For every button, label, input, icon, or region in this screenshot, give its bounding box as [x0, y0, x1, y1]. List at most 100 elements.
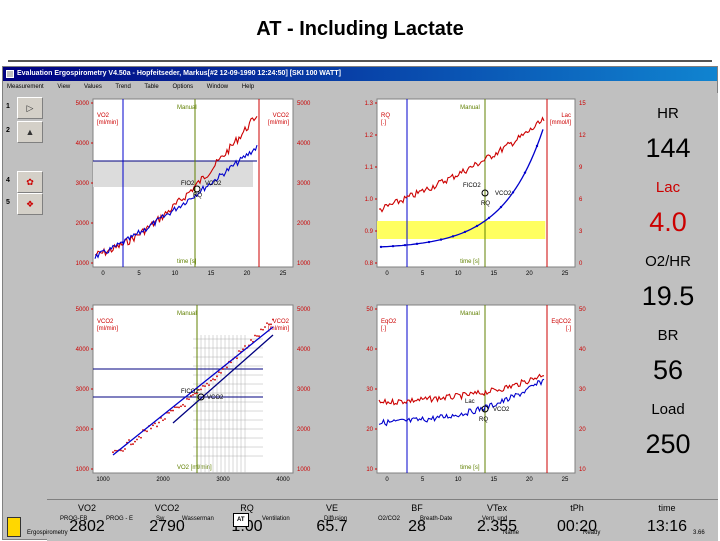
data-point: [172, 409, 174, 412]
app-icon[interactable]: [6, 70, 14, 78]
x-tick-label: 15: [208, 271, 215, 277]
data-point: [216, 375, 218, 378]
slope-line-lower: [112, 326, 274, 456]
bf-label: BF: [411, 503, 423, 513]
x-axis-label: time [s]: [177, 259, 197, 265]
eqco2-series: [378, 373, 545, 406]
right-axis-label: VCO2: [273, 319, 290, 325]
data-point: [180, 405, 182, 408]
tool-number: 1: [6, 103, 10, 110]
slide-title: AT - Including Lactate: [256, 18, 464, 40]
left-tick-label: 1.0: [365, 197, 374, 203]
mode-label: Manual: [177, 311, 197, 317]
tab-diffusion[interactable]: Diffusion: [324, 516, 348, 522]
tool-number: 2: [6, 127, 10, 134]
right-tick-label: 3: [579, 229, 583, 235]
mountain-button[interactable]: ▲: [17, 121, 43, 143]
tab-ventilation[interactable]: Ventilation: [262, 516, 290, 522]
left-tick-label: 40: [366, 347, 373, 353]
rq-series: [378, 116, 545, 213]
data-point: [170, 409, 172, 412]
plot-area-br: [376, 304, 576, 474]
data-point: [218, 371, 220, 374]
menu-view[interactable]: View: [57, 84, 71, 90]
lactate-series: [380, 129, 544, 248]
data-point: [190, 395, 192, 397]
tab-prog-fb[interactable]: PROG-FB: [60, 516, 88, 522]
tph-value: 00:20: [556, 518, 598, 535]
left-tick-label: 2000: [76, 427, 90, 433]
left-axis-label: VO2: [97, 113, 110, 119]
tab-prog-e[interactable]: PROG - E: [106, 516, 134, 522]
play-button[interactable]: ▷: [17, 97, 43, 119]
x-tick-label: 15: [490, 477, 497, 483]
folder-icon[interactable]: [7, 517, 21, 537]
left-tick-label: 50: [366, 307, 373, 313]
right-tick-label: 3000: [297, 387, 311, 393]
lactate-point: [523, 171, 527, 174]
vco2-series: [94, 115, 258, 257]
annotation-label: Lac: [465, 399, 475, 405]
data-point: [258, 335, 260, 338]
tab-sw[interactable]: Sw: [156, 516, 165, 522]
data-point: [202, 385, 204, 387]
left-tick-label: 1.2: [365, 133, 374, 139]
right-axis-label: [ml/min]: [268, 120, 289, 126]
o2hr-value: 19.5: [641, 281, 695, 311]
right-tick-label: 20: [579, 427, 586, 433]
left-axis-label: VCO2: [97, 319, 114, 325]
left-tick-label: 5000: [76, 307, 90, 313]
menu-measurement[interactable]: Measurement: [7, 84, 44, 90]
menu-options[interactable]: Options: [172, 84, 194, 90]
annotation-label: FIO2: [181, 181, 195, 187]
br-label: BR: [657, 327, 679, 344]
right-tick-label: 9: [579, 165, 583, 171]
menu-window[interactable]: Window: [206, 84, 229, 90]
flower-button[interactable]: ✿: [17, 171, 43, 193]
status-app: Ergospirometry: [27, 530, 68, 536]
data-point: [268, 323, 270, 326]
data-point: [266, 322, 268, 325]
tab-o2-co2[interactable]: O2/CO2: [378, 516, 401, 522]
lac-label: Lac: [655, 179, 681, 196]
br-value: 56: [652, 355, 684, 385]
left-tick-label: 1.1: [365, 165, 374, 171]
live-values-panel: HR 144 Lac 4.0 O2/HR 19.5 BR 56 Load 250: [618, 93, 718, 499]
x-tick-label: 0: [101, 271, 105, 277]
data-point: [128, 439, 130, 441]
left-axis-label: [ml/min]: [97, 120, 118, 126]
right-tick-label: 50: [579, 307, 586, 313]
lactate-point: [439, 238, 443, 241]
data-point: [112, 451, 114, 454]
annotation-label: VCO2: [205, 181, 222, 187]
mode-label: Manual: [460, 105, 480, 111]
data-point: [156, 425, 158, 428]
x-tick-label: 2000: [156, 477, 170, 483]
chart-canvas[interactable]: 5000400030002000100050004000300020001000…: [47, 95, 617, 499]
chart-area: 5000 4000 3000 2000 1000 5000 4000 3000 2000 1000…: [47, 95, 617, 499]
menu-table[interactable]: Table: [144, 84, 159, 90]
menu-help[interactable]: Help: [241, 84, 255, 90]
x-tick-label: 3000: [216, 477, 230, 483]
application-window: Evaluation Ergospirometry V4.50a - Hopfe…: [2, 66, 718, 541]
status-bar: Ergospirometry Name Ready 3.66: [3, 517, 717, 539]
tab-vent-und[interactable]: Vent. und: [482, 516, 508, 522]
data-point: [220, 372, 222, 374]
left-axis-label: [.]: [381, 326, 386, 332]
tph-label: tPh: [570, 503, 584, 513]
menu-trend[interactable]: Trend: [115, 84, 131, 90]
left-tick-label: 1000: [76, 467, 90, 473]
tab-wasserman[interactable]: Wasserman: [182, 516, 214, 522]
data-point: [212, 378, 214, 381]
menu-values[interactable]: Values: [83, 84, 102, 90]
ve-value: 65.7: [316, 518, 348, 535]
tab-at[interactable]: AT: [233, 513, 249, 527]
data-point: [146, 430, 148, 433]
menubar: Measurement View Values Trend Table Opti…: [3, 81, 717, 93]
window-titlebar[interactable]: Evaluation Ergospirometry V4.50a - Hopfe…: [3, 67, 717, 81]
right-tick-label: 5000: [297, 307, 311, 313]
cube-button[interactable]: ❖: [17, 193, 43, 215]
title-divider: [8, 60, 712, 62]
tab-breath-date[interactable]: Breath-Date: [420, 516, 453, 522]
vco2-label: VCO2: [154, 503, 180, 513]
